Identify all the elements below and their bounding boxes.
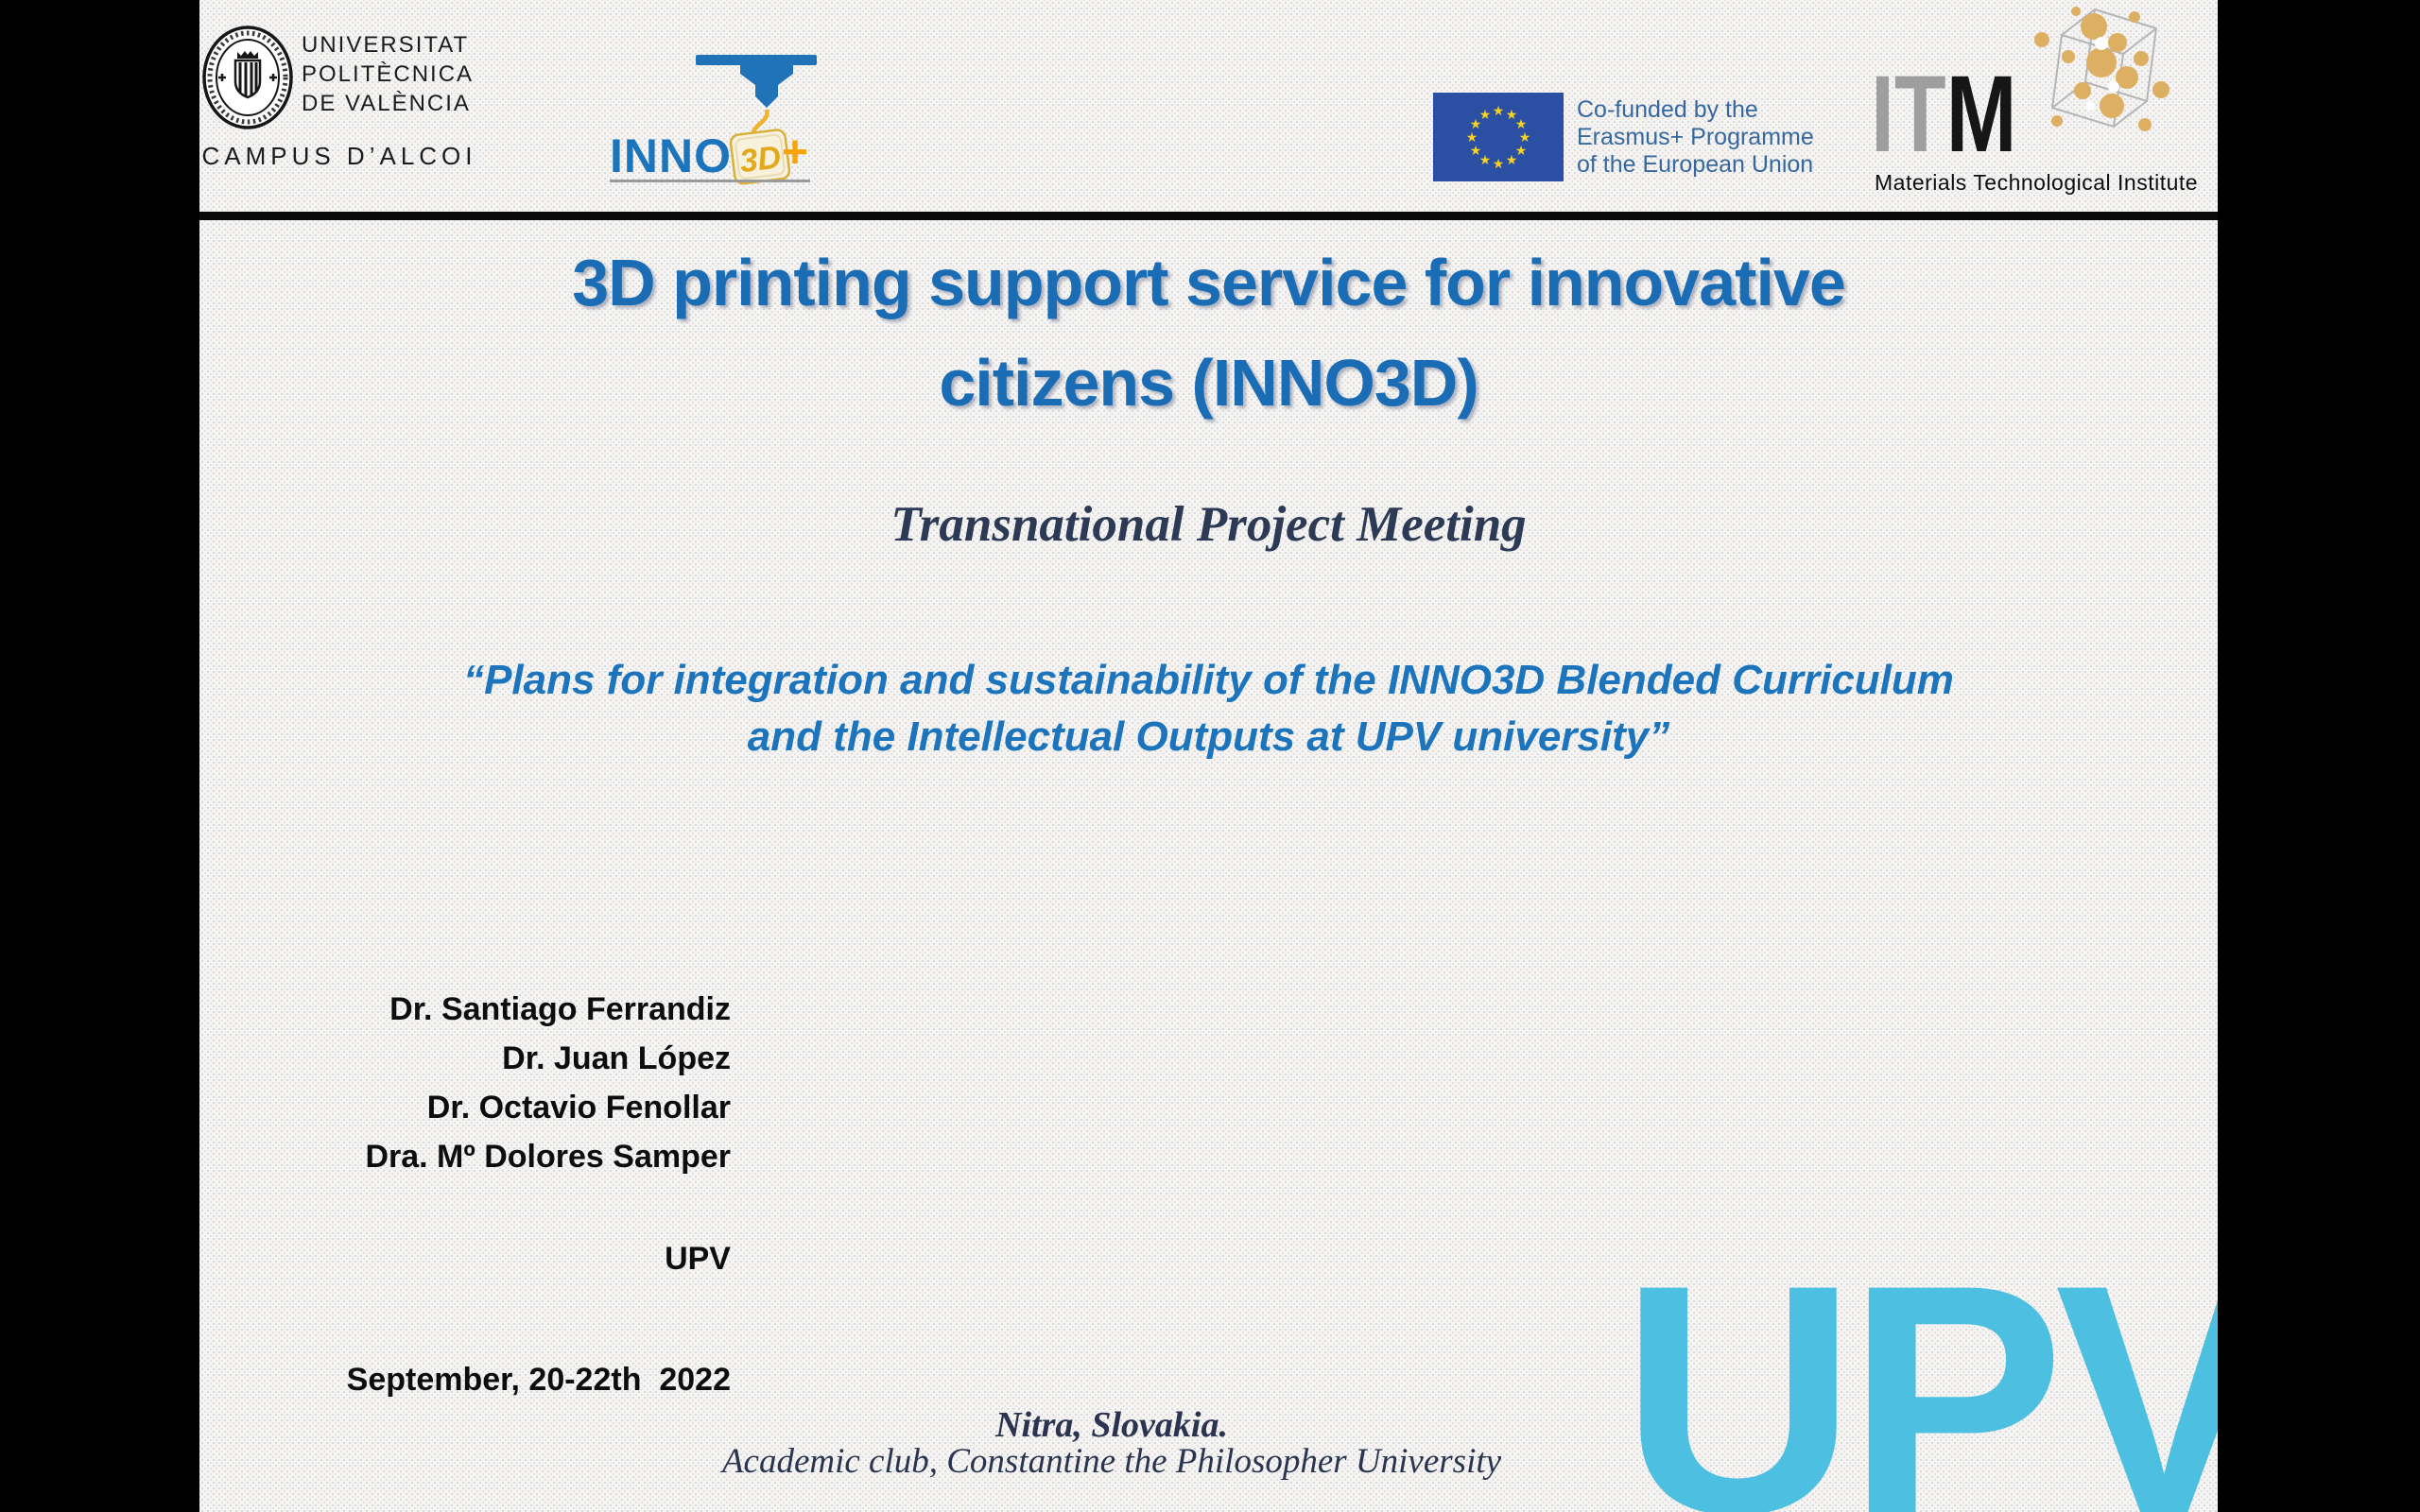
svg-text:★: ★ bbox=[1506, 153, 1518, 168]
event-date: September, 20-22th 2022 bbox=[346, 1362, 731, 1398]
location-primary: Nitra, Slovakia. bbox=[995, 1405, 1228, 1445]
header-divider bbox=[199, 212, 2218, 220]
itm-acronym: ITM bbox=[1871, 59, 2016, 170]
itm-cube-icon bbox=[2034, 7, 2169, 131]
svg-text:★: ★ bbox=[1466, 130, 1478, 146]
author-name: Dr. Juan López bbox=[502, 1040, 731, 1076]
itm-acronym-gray: IT bbox=[1871, 54, 1946, 175]
itm-caption: Materials Technological Institute bbox=[1875, 170, 2199, 195]
slide-title-line1: 3D printing support service for innovati… bbox=[572, 246, 1846, 319]
eu-cofunded-logo: ★ ★ ★ ★ ★ ★ ★ ★ ★ ★ ★ ★ Co-funded by the Erasm… bbox=[1433, 93, 1887, 187]
univ-name-line3: DE VALÈNCIA bbox=[302, 91, 471, 116]
letterbox-right bbox=[2218, 0, 2420, 1512]
slide-subtitle: Transnational Project Meeting bbox=[890, 497, 1527, 552]
upv-seal-icon bbox=[202, 26, 293, 129]
location-block: Nitra, Slovakia. Academic club, Constant… bbox=[199, 1406, 2024, 1480]
eu-cofunded-line2: Erasmus+ Programme bbox=[1577, 124, 1814, 150]
author-name: Dr. Octavio Fenollar bbox=[426, 1090, 731, 1125]
svg-text:★: ★ bbox=[1515, 144, 1528, 159]
slide-title: 3D printing support service for innovati… bbox=[199, 232, 2218, 433]
slide-quote-line2: and the Intellectual Outputs at UPV univ… bbox=[747, 713, 1670, 760]
printer-nozzle-icon bbox=[740, 65, 793, 108]
svg-text:3D: 3D bbox=[737, 139, 783, 180]
svg-text:★: ★ bbox=[1479, 108, 1492, 123]
svg-text:★: ★ bbox=[1470, 117, 1482, 132]
inno3d-logo: 3D INNO + bbox=[606, 26, 833, 189]
inno-plus-sign: + bbox=[782, 128, 809, 178]
univ-name-line2: POLITÈCNICA bbox=[302, 61, 475, 87]
location-secondary: Academic club, Constantine the Philosoph… bbox=[721, 1442, 1502, 1481]
inno-wordmark: INNO bbox=[610, 129, 732, 182]
inno-underline bbox=[610, 180, 810, 182]
campus-label: CAMPUS D’ALCOI bbox=[201, 142, 477, 170]
eu-cofunded-line1: Co-funded by the bbox=[1577, 96, 1758, 123]
eu-cofunded-line3: of the European Union bbox=[1577, 151, 1814, 178]
svg-text:★: ★ bbox=[1479, 153, 1492, 168]
author-name: Dra. Mº Dolores Samper bbox=[365, 1139, 731, 1175]
upv-logo-group: UNIVERSITAT POLITÈCNICA DE VALÈNCIA CAMP… bbox=[201, 21, 477, 193]
organization-label: UPV bbox=[665, 1241, 731, 1277]
slide-title-line2: citizens (INNO3D) bbox=[939, 346, 1478, 420]
printer-bar-icon bbox=[696, 55, 817, 65]
svg-text:★: ★ bbox=[1493, 104, 1505, 119]
eu-flag-icon: ★ ★ ★★ ★★ ★★ ★★ ★★ bbox=[1433, 93, 1564, 181]
svg-text:★: ★ bbox=[1515, 117, 1528, 132]
svg-text:★: ★ bbox=[1470, 144, 1482, 159]
author-name: Dr. Santiago Ferrandiz bbox=[389, 991, 731, 1027]
slide-quote: “Plans for integration and sustainabilit… bbox=[199, 652, 2218, 765]
itm-acronym-black: M bbox=[1945, 54, 2017, 175]
header-band: UNIVERSITAT POLITÈCNICA DE VALÈNCIA CAMP… bbox=[199, 0, 2218, 212]
univ-name-line1: UNIVERSITAT bbox=[302, 32, 470, 58]
svg-text:★: ★ bbox=[1493, 157, 1505, 172]
authors-block: Dr. Santiago Ferrandiz Dr. Juan López Dr… bbox=[322, 985, 731, 1404]
itm-logo: ITM M bbox=[1869, 0, 2213, 200]
slide-quote-line1: “Plans for integration and sustainabilit… bbox=[463, 657, 1954, 703]
letterbox-left bbox=[0, 0, 199, 1512]
slide-canvas[interactable]: UNIVERSITAT POLITÈCNICA DE VALÈNCIA CAMP… bbox=[199, 0, 2218, 1512]
svg-text:★: ★ bbox=[1519, 130, 1531, 146]
svg-text:★: ★ bbox=[1506, 108, 1518, 123]
upv-watermark: UPV bbox=[1620, 1218, 2218, 1512]
